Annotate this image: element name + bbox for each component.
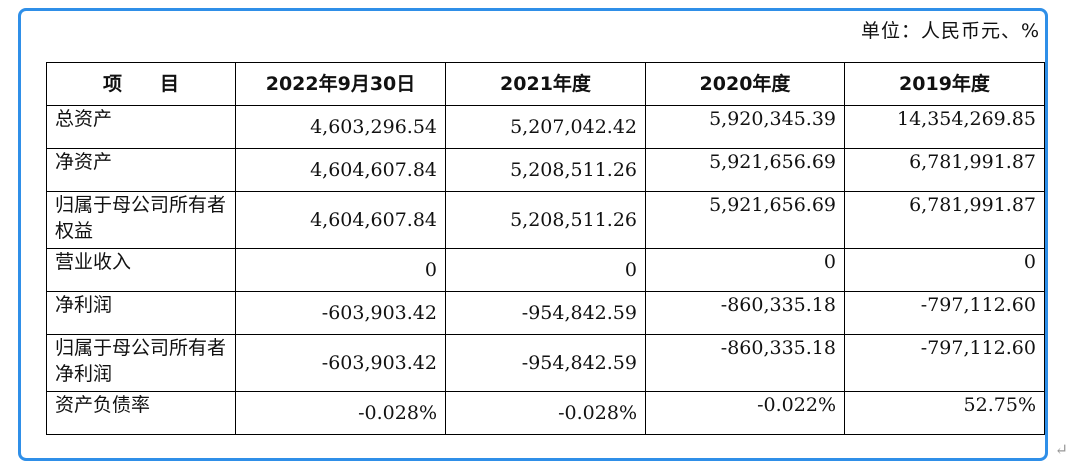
row-label: 净利润 <box>46 291 236 335</box>
header-item: 项 目 <box>46 62 236 106</box>
table-cell: -0.022% <box>645 391 845 435</box>
row-label: 资产负债率 <box>46 391 236 435</box>
table-cell: 52.75% <box>844 391 1045 435</box>
unit-label: 单位：人民币元、% <box>860 20 1040 42</box>
table-cell: 0 <box>645 248 845 292</box>
table-cell: 5,921,656.69 <box>645 191 845 249</box>
row-label: 归属于母公司所有者权益 <box>46 191 236 249</box>
financial-table: 项 目 2022年9月30日 2021年度 2020年度 2019年度 总资产 … <box>46 62 1045 435</box>
table-row: 营业收入 0 0 0 0 <box>46 248 1045 292</box>
table-cell: -0.028% <box>445 391 646 435</box>
table-cell: 6,781,991.87 <box>844 148 1045 192</box>
paragraph-return-icon: ↵ <box>1054 440 1068 459</box>
table-row: 净资产 4,604,607.84 5,208,511.26 5,921,656.… <box>46 148 1045 192</box>
table-cell: -603,903.42 <box>235 291 446 335</box>
table-row: 资产负债率 -0.028% -0.028% -0.022% 52.75% <box>46 391 1045 435</box>
table-row: 归属于母公司所有者权益 4,604,607.84 5,208,511.26 5,… <box>46 191 1045 249</box>
table-cell: -797,112.60 <box>844 334 1045 392</box>
table-cell: 5,208,511.26 <box>445 148 646 192</box>
table-cell: 5,207,042.42 <box>445 105 646 149</box>
table-header-row: 项 目 2022年9月30日 2021年度 2020年度 2019年度 <box>46 62 1045 106</box>
table-cell: 0 <box>844 248 1045 292</box>
table-cell: -797,112.60 <box>844 291 1045 335</box>
table-cell: 0 <box>235 248 446 292</box>
table-cell: 14,354,269.85 <box>844 105 1045 149</box>
header-2020: 2020年度 <box>645 62 845 106</box>
table-cell: 6,781,991.87 <box>844 191 1045 249</box>
table-cell: -954,842.59 <box>445 291 646 335</box>
table-cell: 4,604,607.84 <box>235 191 446 249</box>
table-cell: -860,335.18 <box>645 334 845 392</box>
table-cell: 4,603,296.54 <box>235 105 446 149</box>
row-label: 净资产 <box>46 148 236 192</box>
table-cell: 5,921,656.69 <box>645 148 845 192</box>
table-row: 总资产 4,603,296.54 5,207,042.42 5,920,345.… <box>46 105 1045 149</box>
table-cell: -860,335.18 <box>645 291 845 335</box>
table-row: 净利润 -603,903.42 -954,842.59 -860,335.18 … <box>46 291 1045 335</box>
header-2022-q3: 2022年9月30日 <box>235 62 446 106</box>
table-row: 归属于母公司所有者净利润 -603,903.42 -954,842.59 -86… <box>46 334 1045 392</box>
table-cell: -954,842.59 <box>445 334 646 392</box>
row-label: 营业收入 <box>46 248 236 292</box>
table-cell: 5,208,511.26 <box>445 191 646 249</box>
selection-frame <box>18 8 1048 461</box>
table-cell: -0.028% <box>235 391 446 435</box>
header-2019: 2019年度 <box>844 62 1045 106</box>
header-2021: 2021年度 <box>445 62 646 106</box>
table-cell: 5,920,345.39 <box>645 105 845 149</box>
row-label: 总资产 <box>46 105 236 149</box>
table-cell: -603,903.42 <box>235 334 446 392</box>
table-cell: 0 <box>445 248 646 292</box>
row-label: 归属于母公司所有者净利润 <box>46 334 236 392</box>
table-cell: 4,604,607.84 <box>235 148 446 192</box>
